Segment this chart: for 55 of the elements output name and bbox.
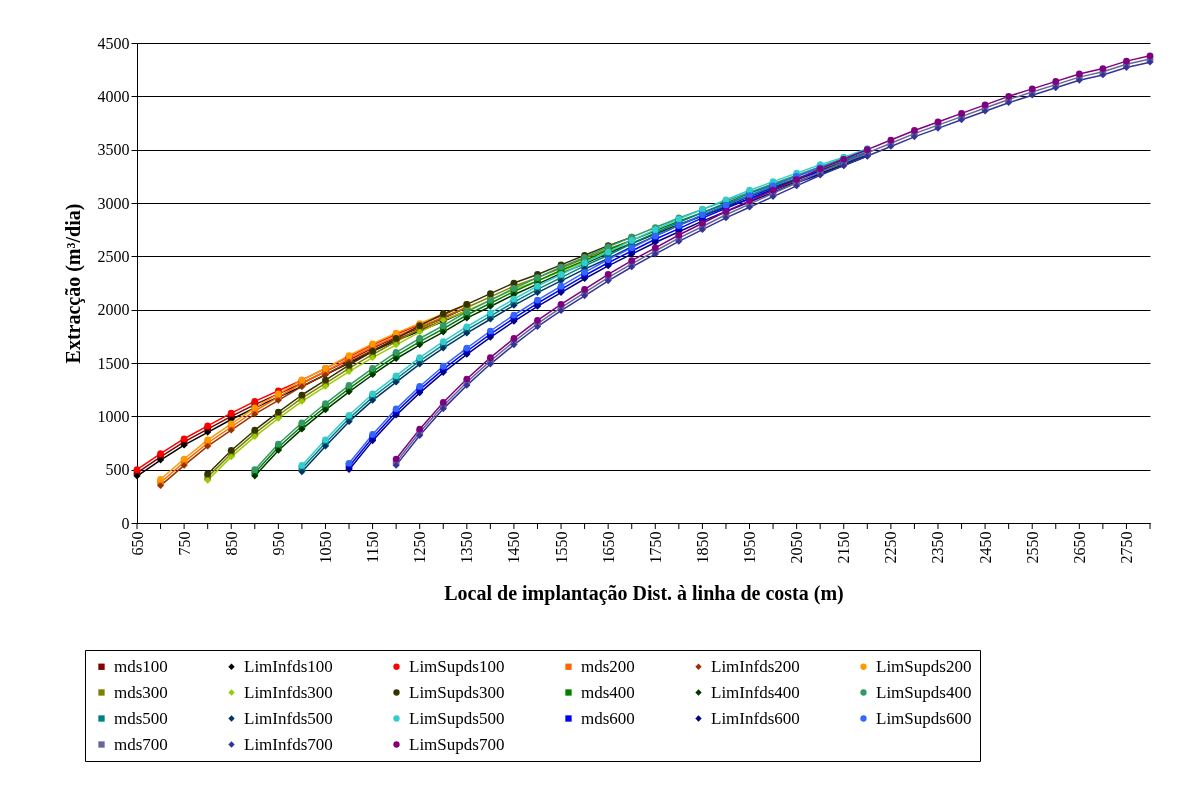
- y-tick-label: 4500: [97, 34, 130, 52]
- y-tick-label: 3000: [97, 194, 130, 212]
- legend-label: LimSupds700: [409, 734, 505, 754]
- legend-label: LimSupds100: [409, 656, 505, 676]
- x-tick-label: 1950: [741, 531, 759, 564]
- x-tick-label: 850: [222, 531, 240, 556]
- x-tick-label: 750: [175, 531, 193, 556]
- legend-label: LimInfds700: [244, 734, 333, 754]
- x-axis-title: Local de implantação Dist. à linha de costa (m): [444, 581, 844, 605]
- x-tick-label: 950: [269, 531, 287, 556]
- legend-label: mds300: [114, 682, 168, 702]
- y-tick-label: 500: [105, 461, 130, 479]
- legend-label: LimSupds500: [409, 708, 505, 728]
- y-tick-label: 0: [121, 514, 130, 532]
- x-tick-label: 2250: [882, 531, 900, 564]
- x-tick-label: 1850: [693, 531, 711, 564]
- x-tick-label: 1650: [599, 531, 617, 564]
- legend-label: LimInfds500: [244, 708, 333, 728]
- x-tick-label: 2650: [1070, 531, 1088, 564]
- x-tick-label: 1550: [552, 531, 570, 564]
- x-tick-label: 2150: [835, 531, 853, 564]
- x-tick-label: 2750: [1117, 531, 1135, 564]
- legend-label: LimSupds600: [876, 708, 972, 728]
- legend-label: mds700: [114, 734, 168, 754]
- y-axis-title: Extracção (m³/dia): [61, 203, 85, 364]
- x-tick-label: 1450: [505, 531, 523, 564]
- y-tick-label: 1500: [97, 354, 130, 372]
- x-tick-label: 2450: [976, 531, 994, 564]
- x-tick-label: 2350: [929, 531, 947, 564]
- x-tick-label: 650: [128, 531, 146, 556]
- y-tick-label: 4000: [97, 87, 130, 105]
- legend-label: mds400: [581, 682, 635, 702]
- x-tick-label: 1250: [411, 531, 429, 564]
- x-tick-label: 2550: [1023, 531, 1041, 564]
- legend-label: mds200: [581, 656, 635, 676]
- legend-label: mds500: [114, 708, 168, 728]
- legend-label: LimInfds100: [244, 656, 333, 676]
- legend-label: LimSupds300: [409, 682, 505, 702]
- x-tick-label: 1150: [364, 531, 382, 563]
- legend-label: LimInfds300: [244, 682, 333, 702]
- legend-label: mds100: [114, 656, 168, 676]
- legend-label: LimInfds200: [711, 656, 800, 676]
- y-tick-label: 2000: [97, 301, 130, 319]
- y-tick-label: 2500: [97, 247, 130, 265]
- legend-label: LimSupds200: [876, 656, 972, 676]
- legend-label: LimSupds400: [876, 682, 972, 702]
- x-tick-label: 1050: [316, 531, 334, 564]
- y-tick-label: 3500: [97, 141, 130, 159]
- x-tick-label: 1350: [458, 531, 476, 564]
- y-tick-label: 1000: [97, 407, 130, 425]
- x-tick-label: 1750: [646, 531, 664, 564]
- legend-label: LimInfds400: [711, 682, 800, 702]
- legend-label: LimInfds600: [711, 708, 800, 728]
- legend-label: mds600: [581, 708, 635, 728]
- x-tick-label: 2050: [788, 531, 806, 564]
